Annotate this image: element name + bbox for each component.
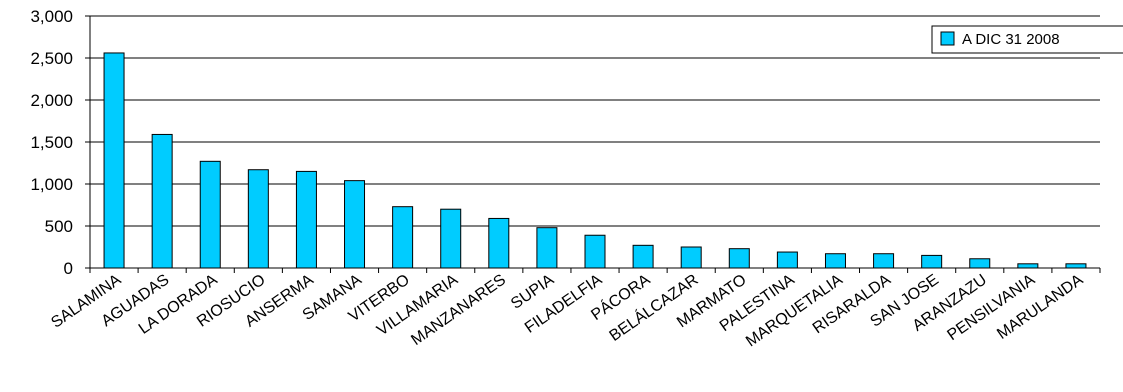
bar: [199, 160, 221, 269]
legend-label: A DIC 31 2008: [962, 31, 1060, 48]
bar: [295, 170, 317, 269]
bar: [969, 258, 991, 269]
bar: [344, 180, 366, 269]
bar: [584, 234, 606, 269]
legend-swatch: [940, 31, 955, 46]
y-tick-label: 1,000: [30, 175, 73, 194]
bar: [247, 169, 269, 269]
bar: [1017, 263, 1039, 269]
bar: [151, 133, 173, 269]
bar: [536, 227, 558, 269]
y-tick-label: 0: [64, 259, 73, 278]
y-axis-ticks: 0 500 1,000 1,500 2,000 2,500 3,000: [30, 7, 73, 278]
bar: [103, 52, 125, 269]
y-tick-label: 500: [45, 217, 73, 236]
bar: [632, 244, 654, 269]
y-tick-label: 3,000: [30, 7, 73, 26]
y-tick-label: 2,500: [30, 49, 73, 68]
y-tick-label: 2,000: [30, 91, 73, 110]
bar: [488, 217, 510, 269]
legend-box: [931, 25, 1123, 54]
bar: [392, 206, 414, 269]
bar: [824, 253, 846, 269]
y-tick-label: 1,500: [30, 133, 73, 152]
bar: [873, 253, 895, 269]
bar: [680, 246, 702, 269]
bar: [440, 208, 462, 269]
gridlines: [85, 15, 1100, 269]
bar: [776, 251, 798, 269]
axes: [89, 16, 1101, 273]
bar: [1065, 263, 1087, 269]
bar: [921, 254, 943, 269]
x-tick-label: MARULANDA: [994, 271, 1086, 343]
legend: A DIC 31 2008: [931, 25, 1123, 54]
bar: [728, 248, 750, 269]
bars: [103, 52, 1087, 269]
